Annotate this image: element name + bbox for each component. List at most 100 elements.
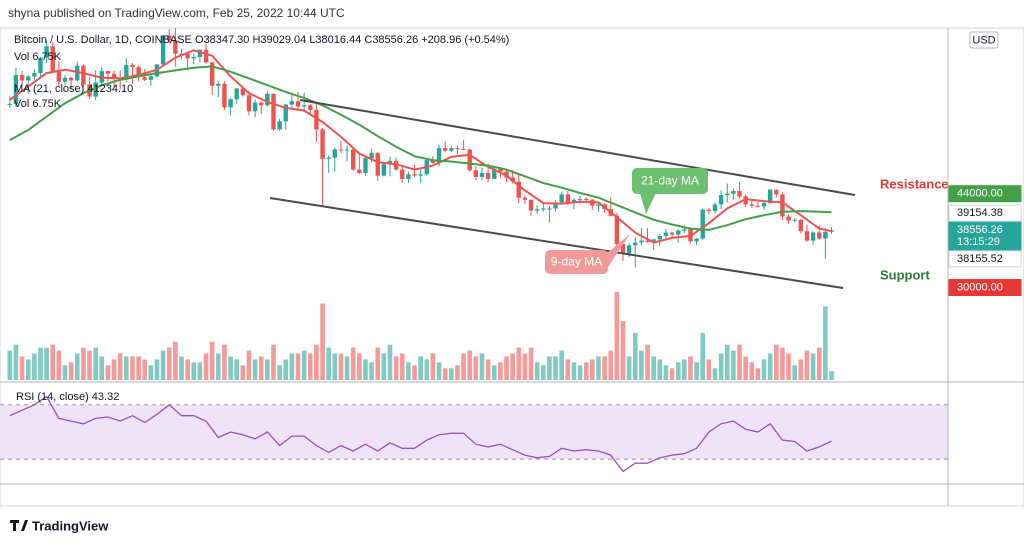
candle-body [26, 76, 31, 81]
price-marker-label: 44000.00 [957, 188, 1003, 200]
volume-bar [700, 332, 706, 380]
volume-bar [522, 353, 528, 380]
candle-body [332, 149, 338, 158]
price-marker [948, 204, 1022, 222]
callout-box [632, 168, 708, 194]
volume-bar [185, 359, 190, 380]
volume-bar [307, 353, 313, 380]
legend-volume: Vol 6.75K [14, 98, 62, 110]
candle-body [197, 49, 203, 58]
volume-bar [344, 356, 350, 380]
logo: TradingView [10, 518, 109, 533]
candle-body [344, 149, 350, 151]
candle-body [473, 170, 479, 177]
volume-bar [755, 368, 761, 380]
candle-body [774, 189, 779, 195]
volume-bar [424, 359, 430, 380]
volume [7, 291, 834, 380]
volume-bar [179, 356, 184, 380]
candle-body [7, 103, 13, 105]
candle-body [320, 129, 325, 159]
candle-body [105, 71, 111, 74]
candle-body [645, 240, 650, 242]
volume-bar [130, 356, 135, 380]
volume-bar [620, 321, 626, 380]
candle-body [93, 82, 98, 97]
volume-bar [99, 356, 105, 380]
price-marker-countdown: 13:15:29 [957, 236, 1000, 248]
volume-bar [406, 362, 411, 380]
volume-bar [393, 356, 399, 380]
volume-bar [44, 347, 49, 380]
volume-bar [93, 347, 98, 380]
volume-bar [68, 362, 74, 380]
candle-body [810, 232, 816, 241]
volume-bar [553, 356, 558, 380]
candle-body [301, 105, 307, 107]
candle-body [669, 232, 675, 235]
volume-bar [534, 362, 540, 380]
volume-bar [816, 347, 822, 380]
candle-body [222, 83, 227, 108]
volume-bar [399, 353, 405, 380]
candle-body [436, 148, 442, 163]
candle-body [577, 199, 583, 201]
candle-body [639, 240, 644, 243]
volume-bar [13, 344, 19, 380]
volume-bar [504, 356, 509, 380]
legend-volume: Vol 6.75K [14, 51, 62, 63]
volume-bar [669, 368, 675, 380]
volume-bar [289, 353, 295, 380]
volume-bar [136, 356, 141, 380]
volume-bar [639, 350, 644, 380]
volume-bar [197, 362, 203, 380]
volume-bar [663, 365, 669, 380]
volume-bar [246, 350, 252, 380]
candle-body [32, 73, 37, 77]
volume-bar [706, 359, 712, 380]
volume-bar [602, 356, 607, 380]
candle-body [363, 158, 368, 173]
volume-bar [38, 347, 43, 380]
callout-box [545, 250, 608, 274]
resistance-label: Resistance [880, 176, 949, 191]
volume-bar [461, 353, 466, 380]
volume-bar [559, 350, 564, 380]
volume-bar [823, 306, 828, 380]
volume-bar [657, 359, 663, 380]
candle-body [430, 160, 436, 163]
logo-text: TradingView [32, 518, 109, 533]
candle-body [369, 152, 374, 159]
volume-bar [234, 359, 239, 380]
candle-body [314, 109, 319, 130]
volume-bar [338, 353, 344, 380]
volume-bar [209, 341, 215, 380]
volume-bar [436, 362, 442, 380]
volume-bar [74, 353, 80, 380]
volume-bar [160, 350, 166, 380]
volume-bar [675, 362, 681, 380]
candle-body [167, 35, 172, 41]
volume-bar [295, 353, 301, 380]
volume-bar [166, 347, 172, 380]
volume-bar [271, 344, 276, 380]
volume-bar [651, 356, 656, 380]
volume-bar [56, 350, 62, 380]
candle-body [234, 88, 239, 100]
candle-body [295, 101, 301, 107]
candle-body [271, 93, 276, 130]
candle-body [130, 65, 135, 68]
candle-body [657, 235, 662, 240]
volume-bar [191, 362, 197, 380]
candle-body [522, 197, 528, 200]
candle-body [209, 62, 215, 86]
candle-body [406, 174, 411, 179]
candle-body [173, 40, 178, 54]
callout-text: 9-day MA [551, 255, 602, 269]
candle-body [620, 243, 626, 254]
volume-bar [571, 362, 577, 380]
candle-body [455, 148, 460, 150]
price-marker [948, 250, 1022, 268]
candle-body [62, 77, 68, 82]
candle-body [68, 77, 74, 81]
